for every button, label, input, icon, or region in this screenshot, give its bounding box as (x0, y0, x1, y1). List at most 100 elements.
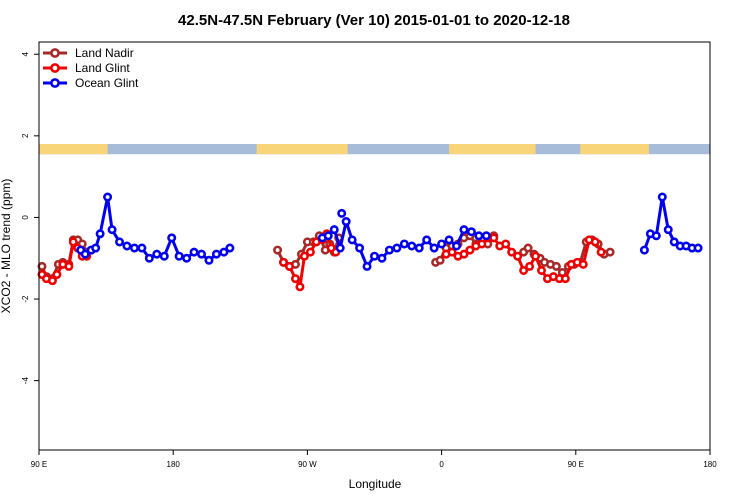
data-point (219, 247, 229, 257)
data-point (107, 225, 117, 235)
data-point (507, 247, 517, 257)
x-tick-label: 180 (167, 460, 181, 469)
data-point (362, 261, 372, 271)
series-layer (37, 192, 703, 292)
y-tick-label: 4 (21, 51, 30, 56)
series-land-glint (37, 229, 606, 292)
data-point (95, 229, 105, 239)
data-point (452, 241, 462, 251)
data-point (122, 241, 132, 251)
data-point (47, 276, 57, 286)
y-tick-label: 0 (21, 215, 30, 220)
legend-item-land-glint: Land Glint (43, 61, 130, 75)
data-point (481, 231, 491, 241)
data-point (279, 257, 289, 267)
x-tick-label: 90 E (31, 460, 47, 469)
data-point (651, 231, 661, 241)
data-point (189, 247, 199, 257)
y-axis: -4 -2 0 2 4 (21, 51, 39, 384)
data-point (477, 239, 487, 249)
data-point (347, 235, 357, 245)
legend-swatch-marker (50, 63, 60, 73)
data-point (501, 239, 511, 249)
data-point (459, 225, 469, 235)
x-tick-label: 0 (439, 460, 444, 469)
data-point (129, 243, 139, 253)
data-point (560, 274, 570, 284)
data-point (466, 227, 476, 237)
data-point (68, 237, 78, 247)
legend-label: Land Nadir (75, 46, 134, 60)
data-point (137, 243, 147, 253)
y-tick-label: -4 (21, 377, 30, 385)
data-point (693, 243, 703, 253)
data-point (422, 235, 432, 245)
y-axis-label: XCO2 - MLO trend (ppm) (0, 179, 13, 314)
legend-label: Ocean Glint (75, 76, 139, 90)
data-point (323, 231, 333, 241)
data-point (392, 243, 402, 253)
data-point (91, 243, 101, 253)
data-point (103, 192, 113, 202)
data-point (465, 245, 475, 255)
data-point (290, 274, 300, 284)
y-tick-label: -2 (21, 295, 30, 303)
data-point (519, 265, 529, 275)
legend-swatch-marker (50, 78, 60, 88)
data-point (474, 231, 484, 241)
data-point (159, 251, 169, 261)
data-point (285, 261, 295, 271)
data-point (37, 261, 47, 271)
data-point (525, 261, 535, 271)
land-segment (580, 144, 649, 155)
data-point (204, 255, 214, 265)
data-point (669, 237, 679, 247)
data-point (355, 243, 365, 253)
data-point (80, 249, 90, 259)
legend-label: Land Glint (75, 61, 130, 75)
data-point (152, 249, 162, 259)
land-segment (256, 144, 348, 155)
y-tick-label: 2 (21, 133, 30, 138)
x-axis-label: Longitude (349, 477, 402, 491)
data-point (299, 251, 309, 261)
data-point (225, 243, 235, 253)
data-point (639, 245, 649, 255)
data-point (337, 208, 347, 218)
data-point (115, 237, 125, 247)
data-point (52, 270, 62, 280)
data-point (429, 243, 439, 253)
data-point (414, 243, 424, 253)
data-point (435, 255, 445, 265)
data-point (399, 239, 409, 249)
x-tick-label: 180 (703, 460, 717, 469)
series-ocean-glint (76, 192, 703, 271)
land-segment (449, 144, 536, 155)
data-point (489, 233, 499, 243)
legend-item-land-nadir: Land Nadir (43, 46, 134, 60)
x-tick-label: 90 W (298, 460, 317, 469)
data-point (273, 245, 283, 255)
data-point (377, 253, 387, 263)
data-point (384, 245, 394, 255)
data-point (523, 243, 533, 253)
data-point (663, 225, 673, 235)
data-point (437, 239, 447, 249)
data-point (605, 247, 615, 257)
data-point (590, 237, 600, 247)
data-point (211, 249, 221, 259)
data-point (295, 282, 305, 292)
data-point (657, 192, 667, 202)
legend-swatch-marker (50, 48, 60, 58)
data-point (341, 217, 351, 227)
data-point (444, 235, 454, 245)
x-tick-label: 90 E (568, 460, 584, 469)
data-point (447, 247, 457, 257)
data-point (513, 251, 523, 261)
data-point (551, 261, 561, 271)
ocean-strip (39, 144, 710, 155)
plot-frame (38, 41, 711, 451)
